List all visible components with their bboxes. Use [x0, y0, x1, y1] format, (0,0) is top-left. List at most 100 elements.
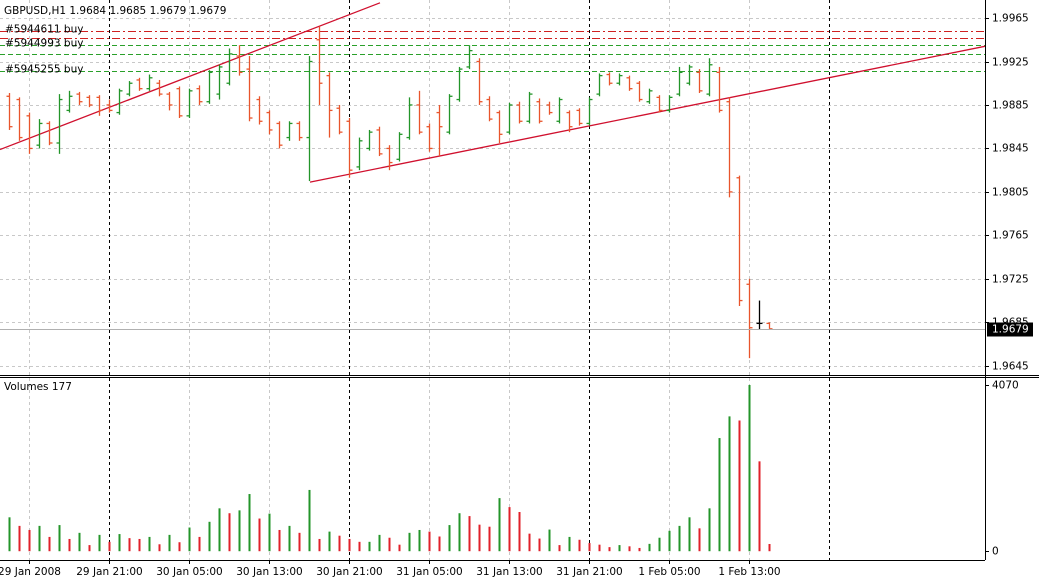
ohlc-bar: [616, 73, 623, 86]
ohlc-bar: [506, 102, 513, 135]
ohlc-bar: [546, 101, 553, 115]
ohlc-bar: [656, 95, 663, 113]
ohlc-bar: [406, 97, 413, 140]
ohlc-bar: [576, 108, 583, 126]
header-high: 1.9685: [109, 5, 146, 17]
ohlc-bar: [176, 86, 183, 119]
y-tick-label: 1.9925: [992, 57, 1029, 69]
ohlc-bar: [456, 66, 463, 102]
ohlc-bar: [586, 97, 593, 126]
x-tick-label: 31 Jan 13:00: [476, 566, 542, 578]
ohlc-bar: [6, 93, 13, 130]
ohlc-bar: [116, 88, 123, 115]
ohlc-bar: [726, 97, 733, 198]
ohlc-bar: [196, 85, 203, 105]
ohlc-bar: [86, 95, 93, 108]
ohlc-bar: [396, 132, 403, 162]
ohlc-bar: [636, 81, 643, 102]
ohlc-bar: [476, 58, 483, 105]
ohlc-bar: [416, 90, 423, 135]
x-tick-label: 29 Jan 2008: [0, 566, 61, 578]
ohlc-bar: [686, 64, 693, 86]
header-close: 1.9679: [190, 5, 227, 17]
ohlc-bar: [206, 70, 213, 104]
ohlc-bar: [646, 88, 653, 104]
ohlc-bar: [696, 69, 703, 94]
ohlc-bar: [186, 88, 193, 119]
ohlc-bar: [236, 45, 243, 76]
ohlc-bar: [356, 137, 363, 171]
ohlc-bar: [136, 77, 143, 91]
ohlc-bar: [756, 300, 763, 330]
trend-line: [0, 2, 381, 151]
ohlc-bar: [256, 96, 263, 125]
ohlc-bar: [326, 72, 333, 138]
ohlc-bar: [306, 56, 313, 182]
ohlc-bar: [46, 121, 53, 146]
ohlc-bar: [286, 121, 293, 141]
ohlc-bar: [36, 119, 43, 149]
ohlc-bar: [56, 94, 63, 154]
y-tick-label: 1.9805: [992, 187, 1029, 199]
ohlc-bar: [626, 75, 633, 91]
ohlc-bar: [516, 101, 523, 124]
ohlc-bar: [156, 79, 163, 97]
ohlc-bar: [66, 90, 73, 113]
y-tick-label: 1.9965: [992, 13, 1029, 25]
ohlc-bar: [76, 91, 83, 105]
y-tick-label: 4070: [992, 380, 1019, 392]
y-tick-label: 0: [992, 546, 999, 558]
ohlc-bar: [566, 110, 573, 133]
ohlc-bar: [676, 66, 683, 97]
y-tick-label: 1.9765: [992, 230, 1029, 242]
x-tick-label: 31 Jan 05:00: [396, 566, 462, 578]
y-tick-label: 1.9885: [992, 100, 1029, 112]
ohlc-bar: [766, 322, 773, 330]
x-tick-label: 31 Jan 21:00: [556, 566, 622, 578]
y-tick-label: 1.9645: [992, 361, 1029, 373]
ohlc-bar: [316, 26, 323, 105]
ohlc-bar: [536, 98, 543, 124]
ohlc-bar: [746, 278, 753, 359]
ohlc-bar: [466, 45, 473, 70]
ohlc-bar: [166, 91, 173, 111]
ohlc-bar: [376, 126, 383, 157]
ohlc-bar: [126, 81, 133, 97]
ohlc-bar: [266, 110, 273, 135]
ohlc-bar: [246, 56, 253, 122]
ohlc-bar: [216, 64, 223, 100]
volume-title: Volumes: [4, 381, 49, 393]
y-tick-label: 1.9725: [992, 274, 1029, 286]
ohlc-bar: [26, 112, 33, 154]
header-low: 1.9679: [150, 5, 187, 17]
ohlc-bar: [146, 74, 153, 91]
volume-header: Volumes 177: [4, 381, 72, 393]
ohlc-bar: [296, 121, 303, 141]
order-label: #5945255 buy: [5, 64, 83, 76]
ohlc-bar: [736, 175, 743, 306]
ohlc-bar: [276, 121, 283, 149]
order-label: #5944611 buy: [5, 24, 83, 36]
ohlc-bar: [596, 73, 603, 97]
ohlc-bar: [16, 97, 23, 141]
header-open: 1.9684: [69, 5, 106, 17]
x-tick-label: 30 Jan 21:00: [316, 566, 382, 578]
chart-header: GBPUSD,H1 1.9684 1.9685 1.9679 1.9679: [4, 5, 226, 17]
x-tick-label: 29 Jan 21:00: [76, 566, 142, 578]
ohlc-bar: [226, 48, 233, 86]
x-tick-label: 1 Feb 13:00: [718, 566, 780, 578]
ohlc-bar: [486, 96, 493, 122]
ohlc-bar: [716, 66, 723, 113]
volume-last: 177: [52, 381, 72, 393]
x-tick-label: 30 Jan 05:00: [156, 566, 222, 578]
ohlc-bar: [556, 97, 563, 124]
ohlc-bar: [426, 123, 433, 152]
ohlc-bar: [336, 104, 343, 135]
ohlc-bar: [436, 104, 443, 157]
ohlc-bar: [386, 145, 393, 171]
ohlc-bar: [706, 58, 713, 97]
chart-title: GBPUSD,H1: [4, 5, 66, 17]
ohlc-bar: [666, 95, 673, 113]
